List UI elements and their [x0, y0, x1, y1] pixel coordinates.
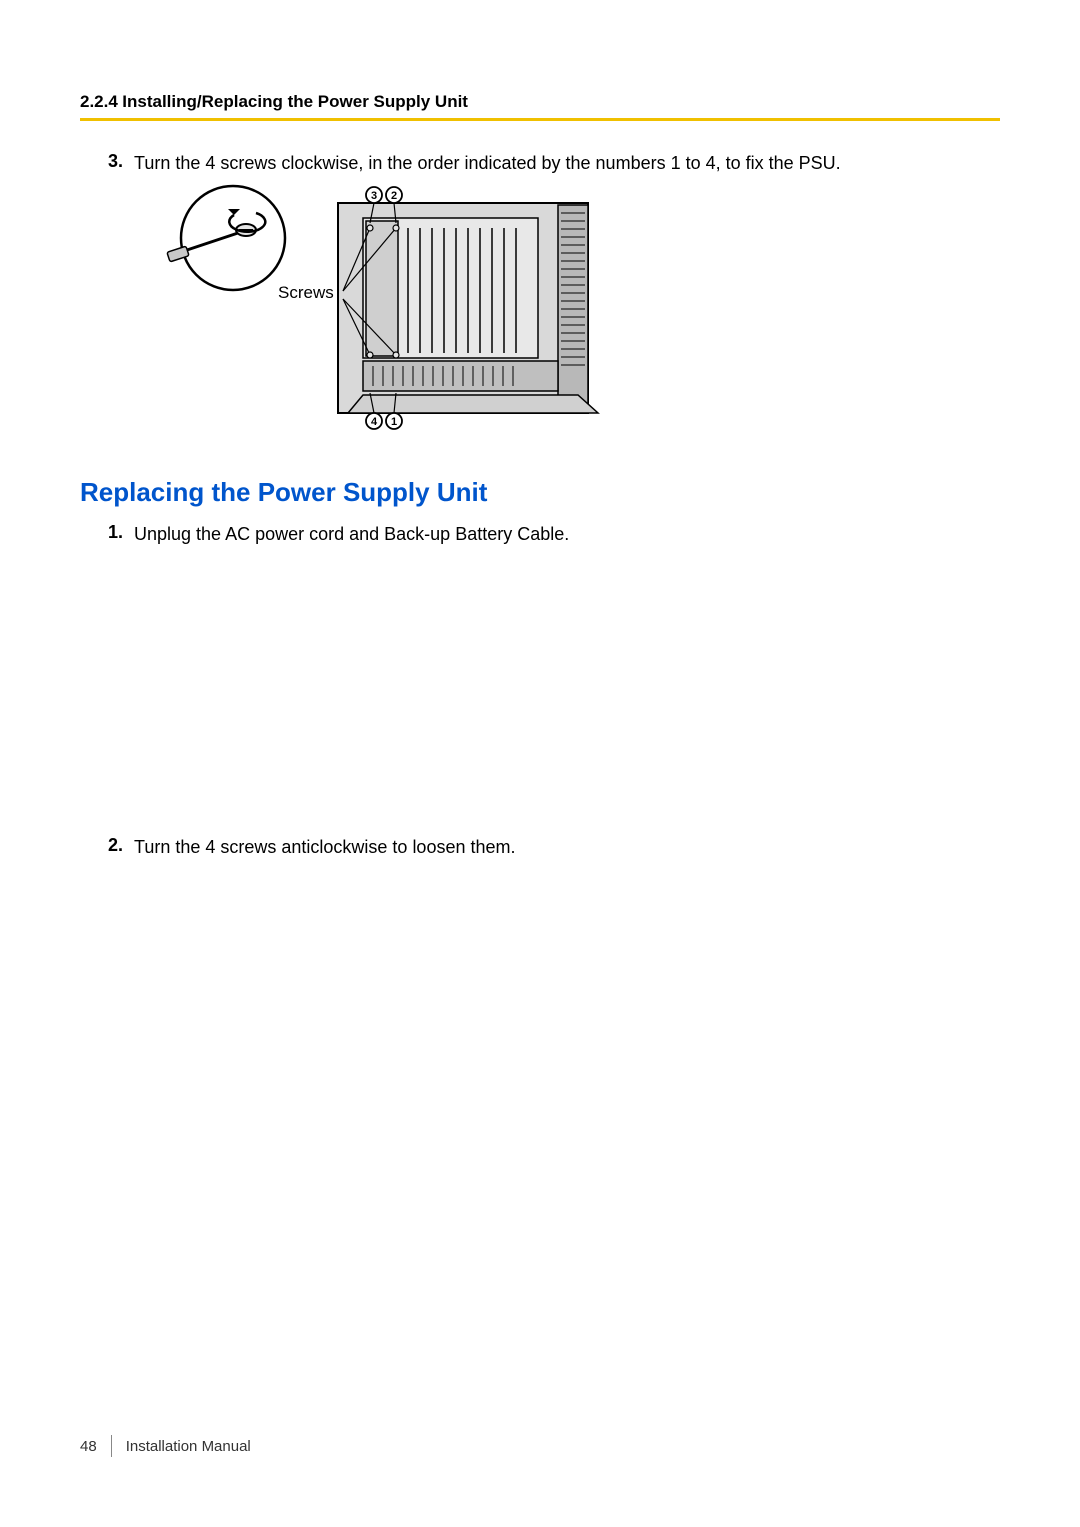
subheading: Replacing the Power Supply Unit — [80, 477, 1000, 508]
step-number: 2. — [108, 835, 134, 859]
step-number: 1. — [108, 522, 134, 546]
page-number: 48 — [80, 1438, 111, 1455]
step-number: 3. — [108, 151, 134, 175]
step-item: 3. Turn the 4 screws clockwise, in the o… — [108, 151, 1000, 175]
step-item: 1. Unplug the AC power cord and Back-up … — [108, 522, 1000, 546]
psu-figure: 3 2 4 1 — [138, 183, 608, 443]
psu-illustration: 3 2 4 1 — [138, 183, 608, 443]
step-text: Turn the 4 screws clockwise, in the orde… — [134, 151, 841, 175]
section-number: 2.2.4 — [80, 92, 118, 111]
header-rule — [80, 118, 1000, 121]
footer-separator — [111, 1435, 112, 1457]
page: 2.2.4 Installing/Replacing the Power Sup… — [0, 0, 1080, 1527]
svg-text:1: 1 — [391, 416, 397, 428]
svg-text:2: 2 — [391, 190, 397, 202]
section-title: Installing/Replacing the Power Supply Un… — [122, 92, 468, 111]
figure-placeholder-gap — [80, 555, 1000, 835]
svg-text:3: 3 — [371, 190, 377, 202]
magnifier-inset — [167, 186, 285, 290]
step-item: 2. Turn the 4 screws anticlockwise to lo… — [108, 835, 1000, 859]
svg-text:4: 4 — [371, 416, 378, 428]
chassis — [338, 203, 598, 413]
step-text: Unplug the AC power cord and Back-up Bat… — [134, 522, 569, 546]
doc-title: Installation Manual — [126, 1438, 251, 1455]
figure-label-screws: Screws — [278, 283, 334, 303]
step-text: Turn the 4 screws anticlockwise to loose… — [134, 835, 516, 859]
page-footer: 48 Installation Manual — [80, 1435, 251, 1457]
section-header: 2.2.4 Installing/Replacing the Power Sup… — [80, 92, 1000, 112]
